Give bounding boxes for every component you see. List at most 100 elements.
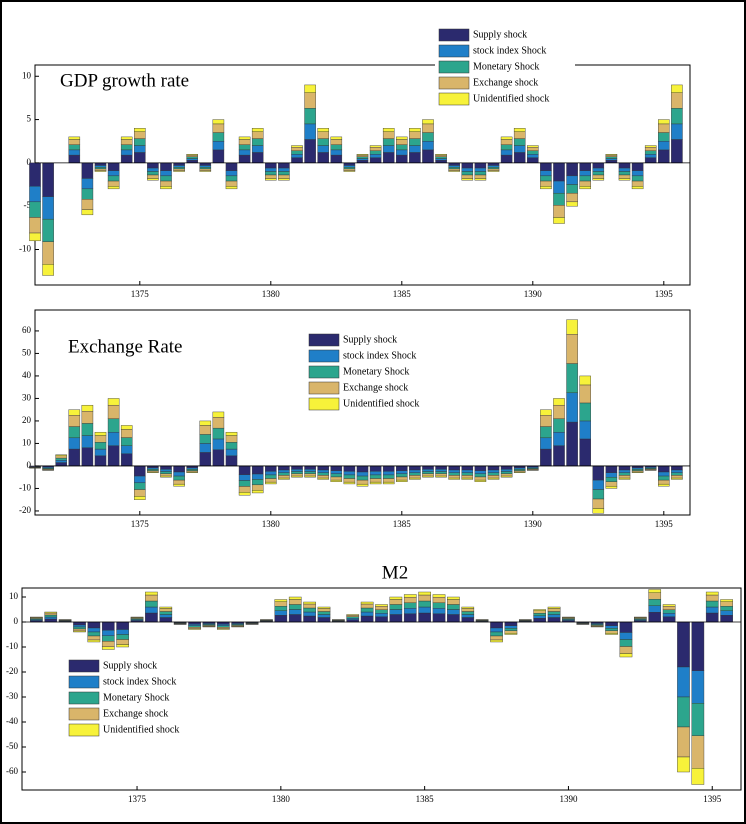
bar-segment [566, 162, 578, 177]
bar-segment [677, 726, 690, 758]
bar-segment [605, 154, 618, 156]
bar-segment [562, 616, 575, 618]
bar-segment [265, 162, 277, 169]
bar-segment [375, 616, 388, 623]
bar-segment [605, 630, 618, 634]
bar-segment [238, 144, 251, 151]
bar-segment [691, 768, 705, 785]
bar-segment [291, 471, 303, 475]
bar-segment [540, 448, 552, 467]
bar-segment [278, 477, 290, 480]
bar-segment [671, 84, 683, 93]
bar-segment [658, 483, 670, 487]
bar-segment [238, 465, 251, 475]
bar-segment [644, 154, 657, 158]
bar-segment [418, 591, 431, 596]
bar-segment [73, 630, 86, 633]
bar-segment [553, 418, 565, 433]
bar-segment [343, 465, 356, 472]
bar-segment [547, 611, 561, 615]
bar-segment [231, 626, 245, 628]
bar-segment [409, 465, 421, 471]
bar-segment [251, 152, 264, 164]
bar-segment [159, 606, 173, 609]
bar-segment [274, 606, 288, 611]
bar-segment [68, 149, 81, 156]
bar-segment [474, 171, 487, 176]
bar-segment [432, 608, 446, 614]
bar-segment [592, 171, 605, 176]
bar-segment [658, 123, 670, 133]
bar-segment [251, 479, 264, 486]
bar-segment [87, 621, 101, 629]
bar-segment [278, 472, 290, 476]
bar-segment [382, 478, 395, 483]
bar-segment [116, 639, 129, 645]
bar-segment [369, 145, 382, 148]
bar-segment [147, 174, 159, 179]
bar-segment [474, 167, 487, 172]
x-tick-label: 1390 [559, 794, 578, 804]
bar-segment [94, 455, 107, 467]
bar-segment [265, 474, 277, 479]
x-tick-label: 1380 [272, 794, 291, 804]
bar-segment [199, 425, 212, 435]
bar-segment [547, 608, 561, 612]
bar-segment [631, 162, 644, 171]
bar-segment [225, 435, 238, 443]
y-tick-label: -30 [6, 691, 18, 701]
bar-segment [605, 621, 618, 626]
bar-segment [618, 465, 631, 471]
bar-segment [330, 139, 343, 145]
bar-segment [251, 465, 264, 475]
bar-segment [605, 628, 618, 631]
bar-segment [644, 150, 657, 155]
bar-segment [422, 123, 434, 133]
bar-segment [303, 611, 316, 617]
bar-segment [147, 469, 159, 471]
bar-segment [644, 145, 657, 148]
bar-segment [107, 398, 120, 406]
bar-segment [94, 165, 107, 168]
bar-segment [592, 174, 605, 179]
bar-segment [55, 462, 67, 467]
bar-segment [705, 612, 719, 623]
legend-swatch [438, 28, 470, 42]
bar-segment [186, 154, 198, 158]
bar-segment [101, 630, 115, 636]
bar-segment [369, 150, 382, 155]
legend-label: Exchange shock [343, 382, 408, 393]
bar-segment [705, 591, 719, 596]
bar-segment [217, 628, 230, 630]
bar-segment [396, 149, 408, 156]
bar-segment [658, 475, 670, 481]
bar-segment [579, 438, 591, 467]
bar-segment [487, 165, 500, 168]
bar-segment [116, 644, 129, 648]
bar-segment [147, 178, 159, 181]
bar-segment [288, 614, 302, 623]
bar-segment [42, 264, 54, 276]
bar-segment [274, 599, 288, 602]
bar-segment [691, 735, 705, 769]
bar-segment [553, 431, 565, 446]
bar-segment [238, 154, 251, 164]
y-tick-label: 60 [22, 325, 32, 335]
bar-segment [474, 470, 487, 475]
bar-segment [418, 612, 431, 623]
bar-segment [291, 475, 303, 478]
bar-segment [631, 170, 644, 177]
bar-segment [278, 178, 290, 181]
bar-segment [513, 469, 526, 471]
bar-segment [553, 398, 565, 406]
bar-segment [605, 485, 618, 489]
bar-segment [396, 465, 408, 471]
bar-segment [631, 470, 644, 473]
bar-segment [461, 162, 474, 169]
bar-segment [592, 465, 605, 481]
bar-segment [396, 479, 408, 482]
legend-swatch [68, 707, 100, 721]
bar-segment [389, 596, 403, 600]
bar-segment [422, 149, 434, 164]
bar-segment [317, 152, 329, 164]
